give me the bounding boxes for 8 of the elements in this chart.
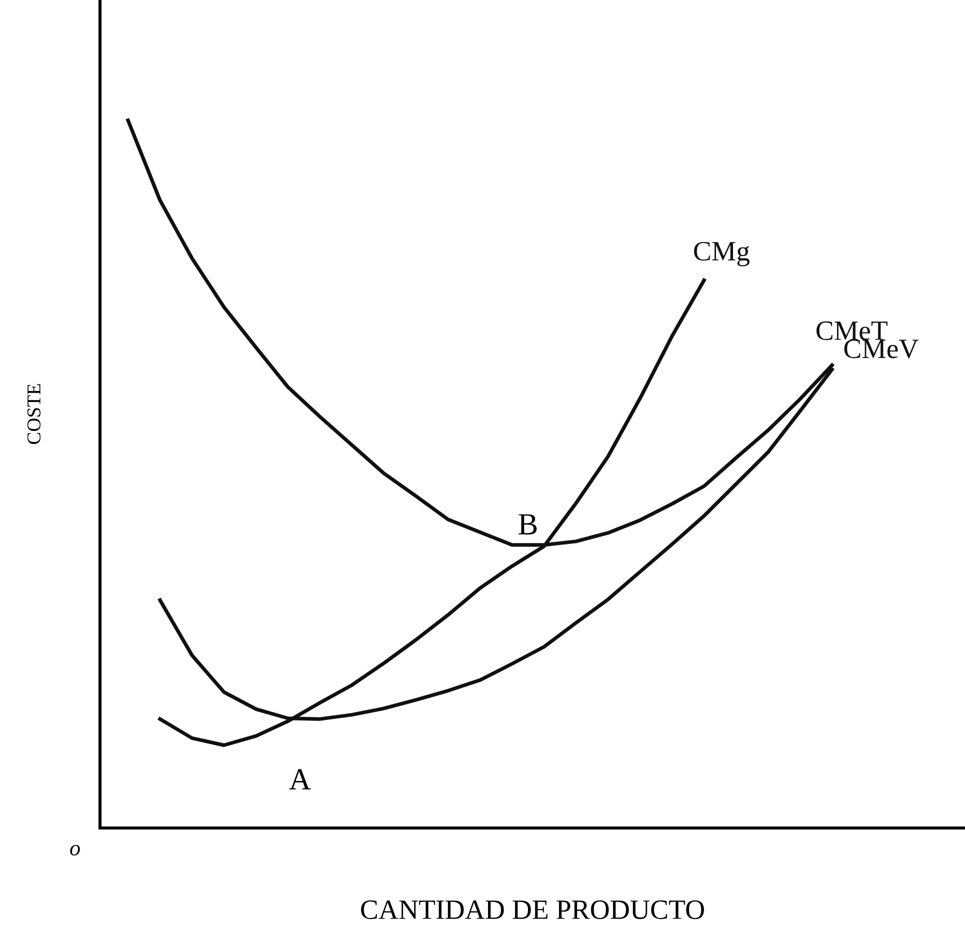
text: o [70, 844, 80, 856]
x-axis-title: CANTIDAD DE PRODUCTO [361, 900, 704, 920]
series-label: CMeT [816, 321, 888, 340]
y-axis-title: COSTE [27, 384, 40, 444]
annotation: B [518, 514, 537, 534]
series-label: CMg [694, 242, 750, 266]
annotation: A [289, 769, 311, 790]
series-label: CMeV [844, 340, 918, 358]
